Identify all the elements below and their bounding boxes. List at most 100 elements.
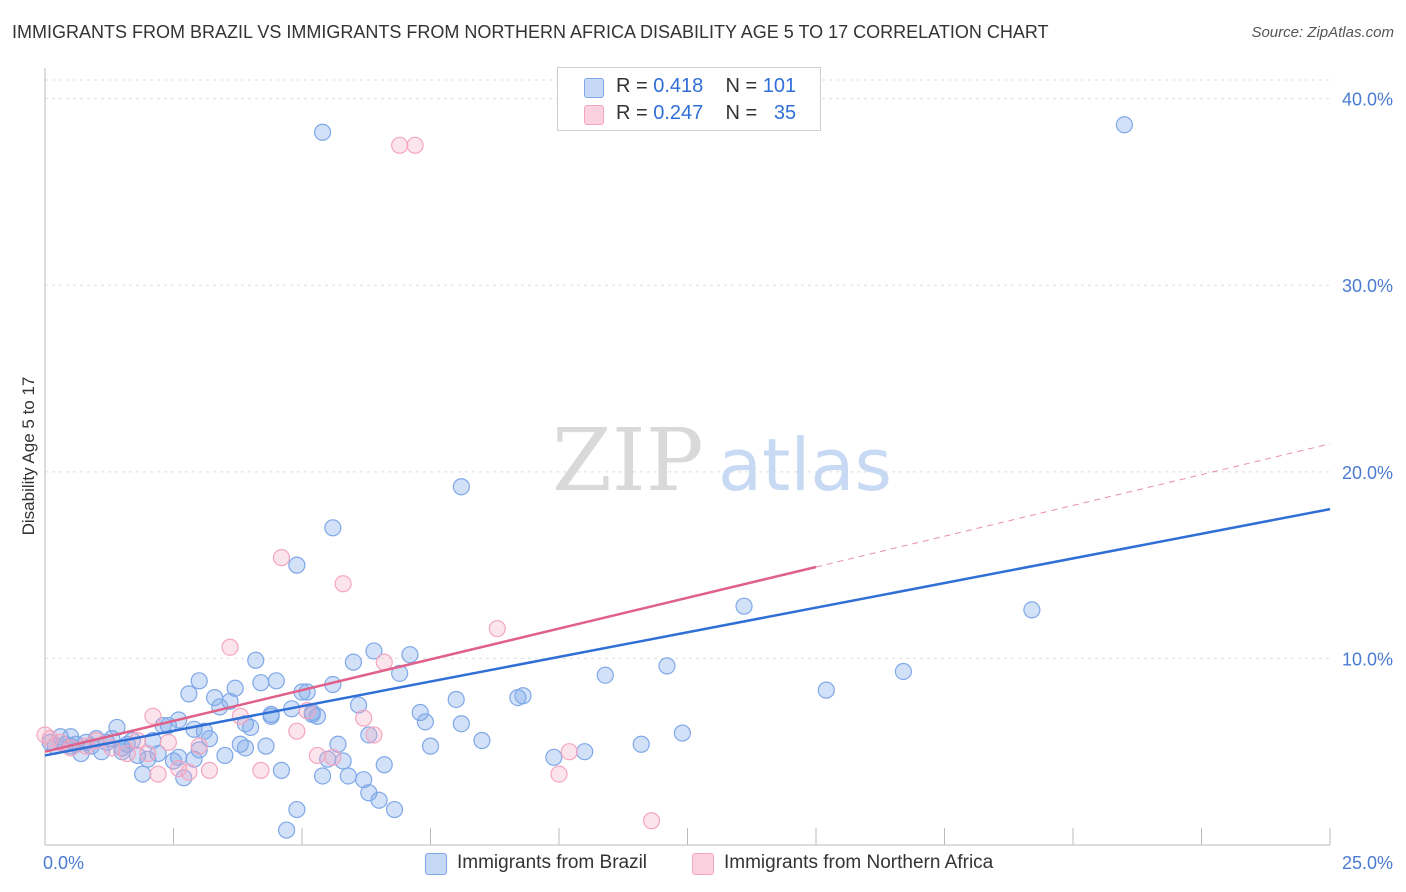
nafrica-trend-line <box>44 565 817 753</box>
brazil-point <box>401 646 419 664</box>
brazil-point <box>596 666 614 684</box>
nafrica-point <box>560 743 578 761</box>
nafrica-point <box>221 638 239 656</box>
nafrica-point <box>190 737 208 755</box>
nafrica-point <box>159 733 177 751</box>
brazil-point <box>452 478 470 496</box>
brazil-point <box>1115 116 1134 134</box>
brazil-point <box>416 713 434 731</box>
nafrica-point <box>118 744 136 763</box>
tick-labels: 10.0% 20.0% 30.0% 40.0% 0.0% 25.0% <box>43 90 1393 873</box>
watermark-atlas: atlas <box>718 423 892 507</box>
brazil-point <box>894 662 912 681</box>
nafrica-point <box>308 746 327 765</box>
nafrica-point <box>128 731 147 750</box>
nafrica-point <box>375 653 393 671</box>
x-tick-label-max: 25.0% <box>1342 853 1393 873</box>
nafrica-point <box>550 765 568 783</box>
brazil-point <box>632 735 650 753</box>
brazil-r-value: 0.418 <box>653 75 704 97</box>
brazil-point <box>252 674 270 692</box>
x-tick-label-min: 0.0% <box>43 853 84 873</box>
watermark: ZIP atlas <box>552 411 892 511</box>
brazil-point <box>324 519 342 537</box>
brazil-point <box>349 696 368 714</box>
nafrica-point <box>144 707 162 725</box>
nafrica-point <box>334 575 352 593</box>
brazil-point <box>421 737 440 755</box>
brazil-r-label: R = <box>616 75 648 97</box>
brazil-point <box>267 672 285 690</box>
watermark-zip: ZIP <box>552 411 704 511</box>
brazil-point <box>134 765 152 783</box>
nafrica-trend-extension <box>815 443 1331 568</box>
brazil-point <box>658 657 676 675</box>
brazil-n-label: N = <box>725 75 758 97</box>
brazil-point <box>370 791 388 809</box>
nafrica-point <box>252 761 270 779</box>
nafrica-point <box>365 726 383 744</box>
brazil-point <box>288 556 306 574</box>
nafrica-point <box>391 136 409 154</box>
brazil-trend-line <box>44 507 1331 757</box>
brazil-point <box>452 715 470 733</box>
brazil-point <box>334 752 352 770</box>
brazil-point <box>277 821 296 839</box>
brazil-point <box>242 718 260 737</box>
brazil-point <box>391 664 409 682</box>
data-points <box>36 116 1134 839</box>
brazil-legend-label: Immigrants from Brazil <box>457 852 648 873</box>
brazil-point <box>514 687 532 705</box>
brazil-point <box>272 761 291 779</box>
brazil-point <box>216 746 234 765</box>
trend-lines <box>44 443 1331 757</box>
nafrica-legend-label: Immigrants from Northern Africa <box>724 852 994 873</box>
nafrica-point <box>642 812 661 830</box>
brazil-swatch <box>584 78 604 98</box>
nafrica-point <box>272 549 291 567</box>
brazil-point <box>673 724 691 742</box>
brazil-point <box>313 767 332 785</box>
brazil-point <box>190 672 208 690</box>
nafrica-point <box>406 136 424 154</box>
brazil-point <box>473 731 491 750</box>
brazil-point <box>185 750 203 768</box>
brazil-point <box>344 653 362 671</box>
brazil-point <box>288 800 306 819</box>
nafrica-point <box>170 759 188 778</box>
brazil-point <box>226 679 244 697</box>
brazil-point <box>329 735 347 753</box>
nafrica-point <box>180 763 198 781</box>
brazil-point <box>139 750 157 768</box>
y-tick-label: 40.0% <box>1342 90 1393 110</box>
brazil-point <box>355 771 373 789</box>
brazil-point <box>817 681 835 699</box>
axes <box>44 68 1331 846</box>
brazil-point <box>236 739 255 757</box>
nafrica-point <box>149 765 167 783</box>
brazil-point <box>447 690 465 709</box>
brazil-n-value: 101 <box>762 75 797 97</box>
y-tick-label: 20.0% <box>1342 463 1393 483</box>
brazil-point <box>190 741 208 759</box>
brazil-legend-swatch <box>425 853 447 875</box>
y-axis-label: Disability Age 5 to 17 <box>19 377 38 536</box>
grid-lines <box>45 79 1330 659</box>
nafrica-n-label: N = <box>725 102 758 124</box>
brazil-point <box>735 597 753 615</box>
nafrica-n-value: 35 <box>773 102 797 124</box>
nafrica-r-value: 0.247 <box>653 102 704 124</box>
brazil-point <box>1023 601 1041 619</box>
chart-title: IMMIGRANTS FROM BRAZIL VS IMMIGRANTS FRO… <box>12 22 1049 42</box>
brazil-point <box>411 703 429 722</box>
brazil-point <box>339 767 357 785</box>
brazil-point <box>257 737 275 755</box>
brazil-point <box>365 642 383 660</box>
nafrica-point <box>288 722 306 740</box>
brazil-point <box>375 756 393 774</box>
correlation-legend: R = 0.418 N = 101 R = 0.247 N = 35 <box>557 67 821 131</box>
nafrica-point <box>488 619 506 638</box>
brazil-point <box>545 748 563 766</box>
nafrica-r-label: R = <box>616 102 648 124</box>
